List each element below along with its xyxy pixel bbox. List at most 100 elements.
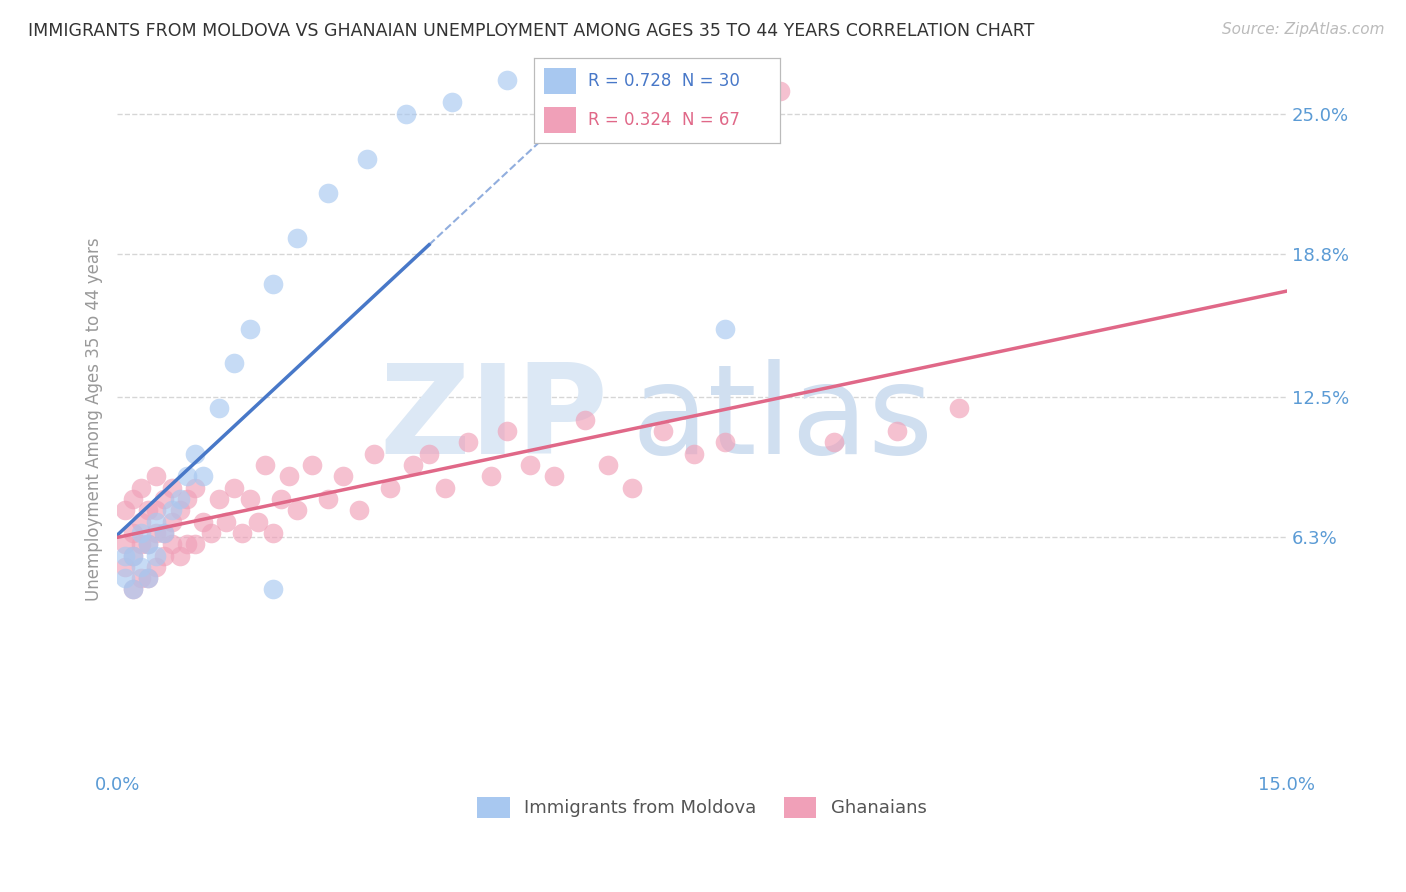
Text: Source: ZipAtlas.com: Source: ZipAtlas.com (1222, 22, 1385, 37)
Point (683, 447, 706, 461)
Point (285, 503, 308, 517)
Point (224, 481, 246, 495)
Point (543, 469, 565, 483)
Point (316, 186, 339, 200)
Point (262, 582, 284, 597)
Point (114, 537, 136, 551)
Point (207, 491, 229, 506)
Point (138, 571, 160, 585)
Text: R = 0.324  N = 67: R = 0.324 N = 67 (588, 111, 741, 128)
Point (714, 322, 737, 336)
Point (160, 515, 183, 529)
Point (129, 537, 152, 551)
Point (121, 525, 143, 540)
Point (363, 447, 385, 461)
Point (418, 447, 440, 461)
Point (138, 537, 160, 551)
Point (215, 515, 238, 529)
Point (652, 424, 675, 438)
Point (886, 424, 908, 438)
Point (191, 469, 214, 483)
Point (285, 231, 308, 245)
Point (316, 491, 339, 506)
Point (121, 491, 143, 506)
Point (121, 549, 143, 563)
Point (114, 571, 136, 585)
Point (129, 481, 152, 495)
Point (481, 469, 503, 483)
Point (769, 84, 792, 98)
Point (160, 537, 183, 551)
Text: ZIP: ZIP (380, 359, 609, 480)
Point (277, 469, 299, 483)
Point (457, 435, 479, 450)
Point (239, 491, 262, 506)
Point (332, 469, 354, 483)
Point (519, 458, 541, 472)
Bar (544, 68, 576, 94)
Point (145, 559, 167, 574)
Point (153, 491, 176, 506)
Point (129, 571, 152, 585)
Y-axis label: Unemployment Among Ages 35 to 44 years: Unemployment Among Ages 35 to 44 years (86, 238, 103, 601)
Point (114, 503, 136, 517)
Point (824, 435, 846, 450)
Point (301, 458, 323, 472)
Point (129, 559, 152, 574)
Point (558, 62, 581, 76)
Point (153, 549, 176, 563)
Point (176, 469, 198, 483)
Point (114, 549, 136, 563)
Point (129, 525, 152, 540)
Bar (544, 107, 576, 133)
Point (378, 481, 401, 495)
Point (246, 515, 269, 529)
Point (138, 537, 160, 551)
Point (121, 582, 143, 597)
Point (574, 412, 596, 426)
Point (145, 549, 167, 563)
Point (239, 322, 262, 336)
Point (184, 447, 207, 461)
Point (262, 525, 284, 540)
Point (184, 481, 207, 495)
Point (356, 152, 378, 166)
Point (176, 537, 198, 551)
Point (254, 458, 277, 472)
Text: IMMIGRANTS FROM MOLDOVA VS GHANAIAN UNEMPLOYMENT AMONG AGES 35 TO 44 YEARS CORRE: IMMIGRANTS FROM MOLDOVA VS GHANAIAN UNEM… (28, 22, 1035, 40)
Point (496, 424, 519, 438)
Point (121, 549, 143, 563)
Point (598, 458, 620, 472)
Point (200, 525, 222, 540)
Point (138, 503, 160, 517)
Point (169, 549, 191, 563)
Point (270, 491, 292, 506)
Legend: Immigrants from Moldova, Ghanaians: Immigrants from Moldova, Ghanaians (470, 789, 934, 825)
Point (153, 525, 176, 540)
Point (160, 481, 183, 495)
Point (160, 503, 183, 517)
Point (191, 515, 214, 529)
Point (714, 435, 737, 450)
Point (169, 491, 191, 506)
Point (169, 503, 191, 517)
Point (224, 356, 246, 370)
Point (395, 107, 418, 121)
Point (262, 277, 284, 291)
Point (433, 481, 456, 495)
Point (176, 491, 198, 506)
Text: R = 0.728  N = 30: R = 0.728 N = 30 (588, 72, 741, 90)
Point (231, 525, 253, 540)
Point (145, 525, 167, 540)
Point (145, 469, 167, 483)
Point (207, 401, 229, 416)
Point (402, 458, 425, 472)
Point (948, 401, 970, 416)
Point (636, 38, 658, 53)
Point (184, 537, 207, 551)
Point (347, 503, 370, 517)
Point (114, 559, 136, 574)
Point (121, 582, 143, 597)
Point (138, 571, 160, 585)
Point (496, 73, 519, 87)
